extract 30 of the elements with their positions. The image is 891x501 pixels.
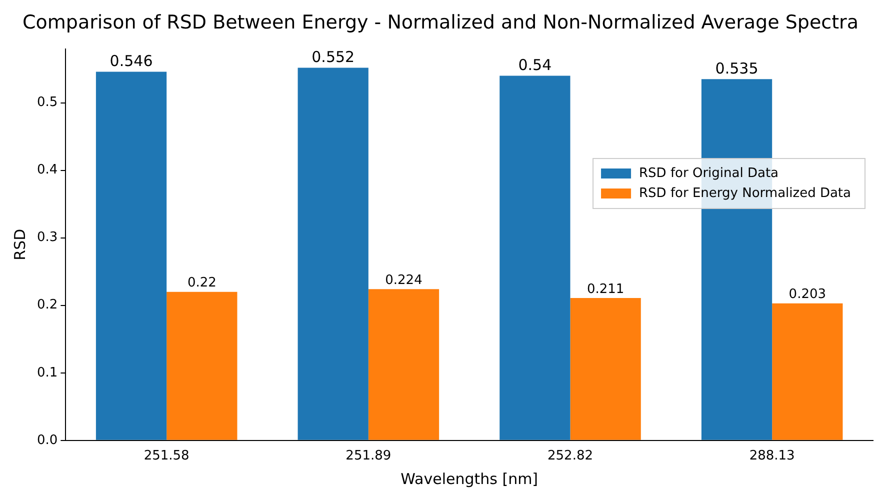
- bar: [772, 303, 843, 440]
- x-axis-title: Wavelengths [nm]: [400, 470, 538, 488]
- y-tick-label: 0.0: [36, 432, 58, 448]
- x-tick-label: 288.13: [749, 448, 795, 464]
- bar: [500, 76, 570, 440]
- y-tick-label: 0.4: [36, 162, 58, 178]
- chart-title: Comparison of RSD Between Energy - Normalized and Non-Normalized Average Spectra: [22, 11, 859, 34]
- bar: [96, 72, 167, 440]
- legend-label: RSD for Original Data: [639, 166, 779, 181]
- data-label: 0.211: [586, 282, 624, 297]
- bar: [570, 298, 641, 440]
- data-label: 0.224: [385, 273, 422, 288]
- data-label: 0.22: [187, 276, 216, 291]
- bar: [166, 292, 238, 440]
- y-tick-label: 0.1: [36, 365, 58, 380]
- legend-label: RSD for Energy Normalized Data: [639, 186, 852, 201]
- data-label: 0.203: [788, 287, 826, 302]
- bar: [298, 68, 368, 440]
- data-label: 0.54: [518, 56, 552, 74]
- data-label: 0.552: [312, 48, 355, 66]
- data-label: 0.535: [715, 60, 758, 78]
- x-tick-label: 252.82: [548, 448, 594, 464]
- y-tick-label: 0.5: [36, 95, 58, 110]
- x-tick-label: 251.89: [346, 448, 392, 464]
- y-tick-label: 0.3: [36, 230, 58, 246]
- bar: [368, 289, 440, 440]
- y-tick-label: 0.2: [36, 298, 58, 313]
- y-axis-title: RSD: [10, 228, 29, 260]
- data-label: 0.546: [110, 52, 153, 70]
- x-tick-label: 251.58: [144, 448, 190, 464]
